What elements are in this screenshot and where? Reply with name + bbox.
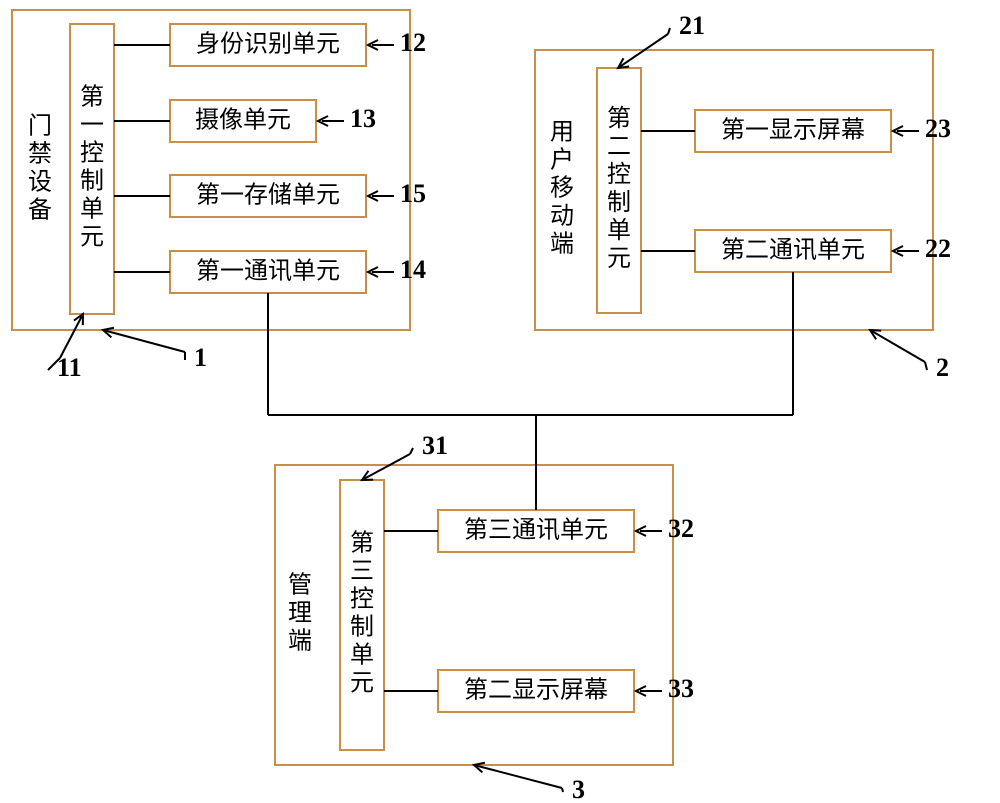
g1-unit-3-label: 14 [400,255,426,284]
svg-text:制: 制 [350,614,374,641]
svg-text:单: 单 [607,217,631,244]
svg-text:动: 动 [550,203,574,230]
svg-text:移: 移 [550,175,574,202]
g1-unit-3-text: 第一通讯单元 [196,258,340,285]
g3-group: 管理端第三控制单元第三通讯单元32第二显示屏幕33331 [275,431,694,803]
g1-unit-0-text: 身份识别单元 [196,31,340,58]
g1-unit-0-label: 12 [400,28,426,57]
g3-unit-1-text: 第二显示屏幕 [464,677,608,704]
svg-text:单: 单 [350,642,374,669]
svg-text:控: 控 [350,586,374,613]
svg-text:户: 户 [550,147,574,174]
g3-unit-0-label: 32 [668,514,694,543]
svg-text:备: 备 [28,197,52,224]
g2-unit-1-text: 第二通讯单元 [721,237,865,264]
g1-unit-2-text: 第一存储单元 [196,182,340,209]
g2-unit-1-label: 22 [925,234,951,263]
g3-title: 管理端 [288,572,312,655]
svg-text:管: 管 [288,572,312,599]
g2-unit-0-text: 第一显示屏幕 [721,117,865,144]
svg-text:理: 理 [288,601,312,627]
g2-num-label: 2 [936,353,949,382]
svg-text:门: 门 [28,113,52,140]
svg-text:一: 一 [80,113,104,139]
svg-text:二: 二 [607,134,631,160]
g1-unit-2-label: 15 [400,179,426,208]
g2-group: 用户移动端第二控制单元第一显示屏幕23第二通讯单元22221 [535,11,951,382]
g2-title: 用户移动端 [550,120,574,258]
svg-text:控: 控 [80,140,104,167]
svg-text:第: 第 [80,84,104,111]
svg-text:设: 设 [28,169,52,196]
svg-text:端: 端 [550,231,574,258]
svg-text:第: 第 [350,530,374,557]
g1-unit-1-label: 13 [350,104,376,133]
svg-text:单: 单 [80,196,104,223]
svg-text:禁: 禁 [28,142,52,168]
g1-group: 门禁设备 第一控制单元 身份识别单元 12 摄像单元 13 第一存储单元 15 第一通讯单元 14… [12,10,426,382]
svg-text:三: 三 [350,559,374,585]
g3-num-label: 3 [572,775,585,803]
svg-text:控: 控 [607,161,631,188]
g2-unit-0-label: 23 [925,114,951,143]
g2-frame [535,50,933,330]
svg-text:元: 元 [607,246,631,272]
svg-text:用: 用 [550,120,574,146]
g1-control-num-label: 11 [57,353,82,382]
svg-text:元: 元 [80,225,104,251]
svg-text:制: 制 [80,168,104,195]
g3-unit-1-label: 33 [668,674,694,703]
svg-text:端: 端 [288,628,312,655]
g2-control-num-label: 21 [679,11,705,40]
g3-unit-0-text: 第三通讯单元 [464,517,608,544]
g1-num-label: 1 [194,343,207,372]
svg-text:第: 第 [607,105,631,132]
g1-unit-1-text: 摄像单元 [195,107,291,134]
svg-text:元: 元 [350,671,374,697]
svg-text:制: 制 [607,189,631,216]
g3-control-num-label: 31 [422,431,448,460]
